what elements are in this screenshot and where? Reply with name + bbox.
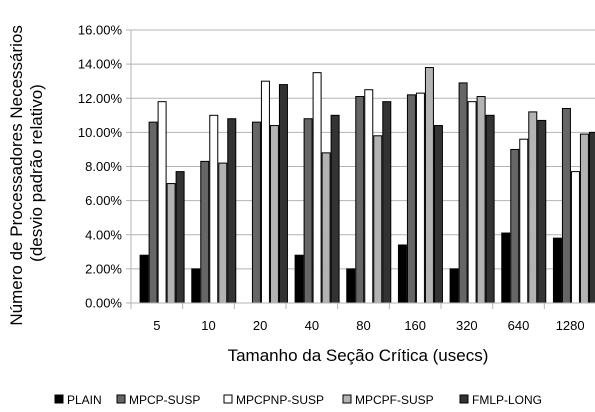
bar-mpcp-susp-20 — [251, 121, 261, 304]
bar-mpcp-susp-1280 — [561, 107, 571, 304]
bar-plain-640 — [501, 232, 511, 304]
y-tick-label: 2.00% — [85, 261, 122, 276]
bar-mpcpnp-susp-40 — [312, 72, 322, 304]
bar-plain-160 — [397, 244, 407, 304]
bar-fmlp-long-160 — [433, 125, 443, 304]
x-axis-title: Tamanho da Seção Crítica (usecs) — [228, 346, 489, 365]
x-tick-label: 10 — [201, 318, 215, 333]
legend: PLAIN MPCP-SUSP MPCPNP-SUSP MPCPF-SUSP FMLP-… — [54, 393, 542, 407]
bar-mpcpf-susp-80 — [373, 135, 383, 304]
bar-fmlp-long-40 — [330, 114, 340, 304]
x-tick-label: 320 — [456, 318, 478, 333]
y-tick-label: 12.00% — [78, 91, 123, 106]
x-tick-label: 20 — [253, 318, 267, 333]
x-tick-label: 80 — [356, 318, 370, 333]
legend-swatch — [459, 394, 469, 404]
y-tick-label: 10.00% — [78, 125, 123, 140]
legend-label: PLAIN — [67, 393, 102, 407]
bar-fmlp-long-1280 — [588, 131, 595, 304]
bar-mpcpnp-susp-10 — [209, 114, 219, 304]
y-tick-label: 6.00% — [85, 193, 122, 208]
y-tick-label: 16.00% — [78, 23, 123, 38]
bar-mpcpf-susp-640 — [528, 111, 538, 304]
y-tick-label: 8.00% — [85, 159, 122, 174]
bar-mpcp-susp-10 — [200, 160, 210, 304]
bar-mpcp-susp-160 — [406, 94, 416, 304]
bar-mpcp-susp-640 — [510, 148, 520, 304]
x-tick-label: 1280 — [556, 318, 585, 333]
bar-fmlp-long-20 — [278, 84, 288, 304]
bar-plain-40 — [294, 254, 304, 304]
bar-plain-5 — [139, 254, 149, 304]
legend-swatch — [116, 394, 126, 404]
y-axis-title-line-1: Número de Processadores Necessários — [7, 25, 26, 325]
bar-mpcpf-susp-40 — [321, 152, 331, 304]
y-axis-title-line-2: (desvio padrão relativo) — [27, 84, 46, 262]
x-tick-label: 160 — [404, 318, 426, 333]
y-tick-label: 0.00% — [85, 296, 122, 311]
bar-mpcpnp-susp-80 — [364, 89, 374, 304]
legend-label: MPCPF-SUSP — [355, 393, 434, 407]
x-tick-label: 40 — [305, 318, 319, 333]
bar-fmlp-long-5 — [175, 171, 185, 304]
bar-mpcpf-susp-1280 — [579, 133, 589, 304]
x-tick-label: 5 — [153, 318, 160, 333]
bar-plain-1280 — [552, 237, 562, 304]
y-tick-labels: 0.00% 2.00% 4.00% 6.00% 8.00% 10.00% 12.00% 14.… — [78, 23, 123, 311]
bar-mpcpnp-susp-640 — [519, 138, 529, 304]
legend-swatch — [54, 394, 64, 404]
bar-mpcpnp-susp-20 — [260, 80, 270, 304]
bar-plain-10 — [191, 268, 201, 304]
y-tick-label: 14.00% — [78, 57, 123, 72]
bar-plain-80 — [346, 268, 356, 304]
bar-fmlp-long-320 — [485, 114, 495, 304]
bar-mpcp-susp-320 — [458, 82, 468, 304]
bar-fmlp-long-10 — [227, 118, 237, 304]
bar-mpcpf-susp-10 — [218, 162, 228, 304]
bar-mpcp-susp-5 — [148, 121, 158, 304]
y-axis-title: Número de Processadores Necessários (des… — [7, 20, 46, 325]
legend-label: MPCP-SUSP — [129, 393, 200, 407]
legend-label: MPCPNP-SUSP — [236, 393, 324, 407]
bar-plain-320 — [449, 268, 459, 304]
legend-swatch — [342, 394, 352, 404]
x-tick-label: 640 — [508, 318, 530, 333]
bar-fmlp-long-80 — [382, 101, 392, 304]
bars — [139, 67, 595, 304]
legend-label: FMLP-LONG — [472, 393, 542, 407]
bar-mpcpf-susp-5 — [166, 183, 176, 304]
bar-mpcpnp-susp-320 — [467, 101, 477, 304]
bar-mpcpnp-susp-160 — [415, 92, 425, 304]
bar-mpcp-susp-80 — [355, 96, 365, 304]
bar-mpcpf-susp-20 — [269, 125, 279, 304]
legend-swatch — [223, 394, 233, 404]
bar-mpcp-susp-40 — [303, 118, 313, 304]
bar-mpcpnp-susp-5 — [157, 101, 167, 304]
y-tick-label: 4.00% — [85, 227, 122, 242]
bar-mpcpf-susp-320 — [476, 96, 486, 304]
bar-mpcpnp-susp-1280 — [570, 171, 580, 304]
bar-fmlp-long-640 — [537, 119, 547, 304]
axes — [130, 30, 595, 309]
x-tick-labels: 5 10 20 40 80 160 320 640 1280 — [153, 318, 584, 333]
bar-mpcpf-susp-160 — [424, 67, 434, 304]
